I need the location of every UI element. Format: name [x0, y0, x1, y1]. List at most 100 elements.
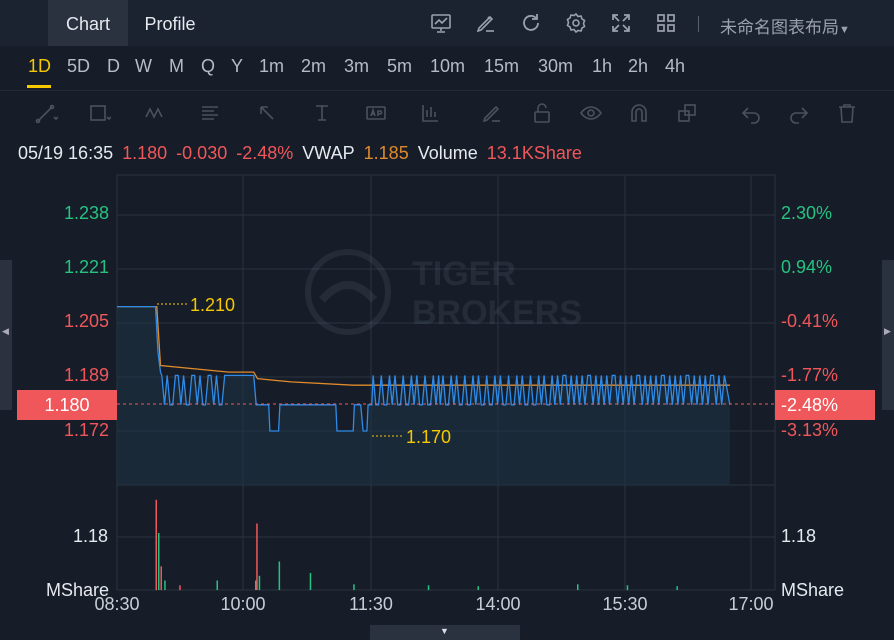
refresh-icon[interactable]: [518, 10, 544, 36]
interval-1h[interactable]: 1h: [592, 56, 613, 76]
right-panel-handle[interactable]: ▶: [882, 260, 894, 410]
interval-m[interactable]: M: [169, 56, 184, 76]
clone-icon[interactable]: [673, 99, 701, 127]
volume-unit-left: MShare: [45, 580, 109, 600]
redo-icon[interactable]: [785, 99, 813, 127]
arrow-tool-icon[interactable]: [253, 99, 281, 127]
left-panel-handle[interactable]: ◀: [0, 260, 12, 410]
interval-10m[interactable]: 10m: [430, 56, 466, 76]
position-tool-icon[interactable]: [416, 99, 444, 127]
magnet-icon[interactable]: [625, 99, 653, 127]
volume-bar-13: [477, 586, 479, 590]
legend-change-pct: -2.48%: [236, 143, 294, 163]
toolbar-separator: [698, 16, 699, 32]
collapse-down-icon: ▼: [440, 626, 449, 636]
interval-30m[interactable]: 30m: [538, 56, 574, 76]
time-axis-label: 11:30: [349, 594, 393, 614]
percent-axis-label-right: -1.77%: [781, 365, 839, 385]
measure-tool-icon[interactable]: [309, 99, 337, 127]
interval-1d[interactable]: 1D: [28, 56, 52, 76]
trend-line-tool-icon[interactable]: [32, 99, 60, 127]
interval-2m[interactable]: 2m: [301, 56, 327, 76]
time-axis-label: 10:00: [220, 594, 266, 614]
percent-axis-label-right: -0.41%: [781, 311, 839, 331]
interval-w[interactable]: W: [135, 56, 152, 76]
top-bar: Chart Profile 未命名图表布局▼: [0, 0, 894, 46]
undo-icon[interactable]: [737, 99, 765, 127]
tab-chart[interactable]: Chart: [48, 0, 128, 46]
volume-bar-2: [160, 566, 162, 591]
volume-bar-6: [255, 580, 257, 590]
legend-change: -0.030: [176, 143, 228, 163]
legend-price: 1.180: [122, 143, 168, 163]
interval-2h[interactable]: 2h: [628, 56, 649, 76]
layout-dropdown[interactable]: 未命名图表布局▼: [720, 13, 850, 38]
legend-time: 05/19 16:35: [18, 143, 114, 163]
volume-axis-label-right: 1.18: [781, 526, 817, 546]
price-axis-label-left: 1.172: [63, 420, 109, 440]
price-series: [117, 305, 731, 432]
fibonacci-tool-icon[interactable]: [196, 99, 224, 127]
volume-unit-right: MShare: [781, 580, 845, 600]
interval-4h[interactable]: 4h: [665, 56, 686, 76]
drawing-toolbar: [0, 90, 894, 135]
text-tool-icon[interactable]: [362, 99, 390, 127]
current-price-label-left: 1.180: [17, 390, 117, 420]
interval-bar: 1D 5D D W M Q Y 1m 2m 3m 5m 10m 15m 30m 1h 2h 4h: [0, 46, 894, 90]
interval-1m[interactable]: 1m: [259, 56, 285, 76]
indicators-icon[interactable]: [428, 10, 454, 36]
price-line: [117, 305, 731, 432]
draw-icon[interactable]: [473, 10, 499, 36]
visibility-eye-icon[interactable]: [577, 99, 605, 127]
volume-bar-12: [427, 585, 430, 591]
interval-q[interactable]: Q: [201, 56, 216, 76]
pencil-tool-icon[interactable]: [478, 99, 506, 127]
interval-3m[interactable]: 3m: [344, 56, 370, 76]
interval-d[interactable]: D: [107, 56, 120, 76]
volume-bar-0: [155, 499, 157, 591]
chart-grid: [116, 174, 776, 591]
lock-icon[interactable]: [528, 99, 556, 127]
legend-volume: 13.1KShare: [486, 143, 582, 163]
settings-icon[interactable]: [563, 10, 589, 36]
volume-bar-10: [309, 572, 312, 590]
active-interval-underline: [27, 85, 51, 88]
bottom-panel-handle[interactable]: ▼: [370, 625, 520, 640]
layout-grid-icon[interactable]: [653, 10, 679, 36]
trash-icon[interactable]: [833, 99, 861, 127]
collapse-right-icon: ▶: [884, 326, 891, 336]
volume-axis-label-left: 1.18: [72, 526, 108, 546]
price-area: [117, 306, 730, 485]
pattern-tool-icon[interactable]: [142, 99, 170, 127]
interval-15m[interactable]: 15m: [484, 56, 520, 76]
chart-frame: [116, 174, 776, 591]
volume-bar-1: [158, 533, 160, 590]
price-axis-label-left: 1.205: [63, 311, 109, 331]
volume-bar-15: [626, 585, 629, 591]
percent-axis-label-right: -3.13%: [781, 420, 839, 440]
price-axis-label-left: 1.189: [63, 365, 109, 385]
current-pct-label-right: -2.48%: [775, 390, 875, 420]
layout-name: 未命名图表布局: [720, 18, 839, 37]
volume-bar-3: [164, 580, 166, 590]
volume-bars: [155, 499, 678, 591]
collapse-left-icon: ◀: [2, 326, 9, 336]
interval-y[interactable]: Y: [231, 56, 244, 76]
fullscreen-icon[interactable]: [608, 10, 634, 36]
dropdown-caret-icon: ▼: [839, 24, 850, 36]
tab-profile[interactable]: Profile: [144, 14, 196, 34]
interval-5m[interactable]: 5m: [387, 56, 413, 76]
volume-bar-11: [353, 584, 355, 590]
watermark-logo: TIGER BROKERS: [305, 249, 582, 335]
percent-axis-label-right: 2.30%: [781, 203, 833, 223]
volume-bar-5: [216, 580, 218, 590]
legend-vwap-label: VWAP: [302, 143, 355, 163]
rectangle-tool-icon[interactable]: [85, 99, 113, 127]
volume-bar-9: [278, 561, 281, 590]
interval-5d[interactable]: 5D: [67, 56, 91, 76]
chart-legend: 05/19 16:35 1.180 -0.030 -2.48% VWAP 1.1…: [18, 143, 586, 164]
percent-axis-label-right: 0.94%: [781, 257, 833, 277]
time-axis-label: 17:00: [728, 594, 774, 614]
price-axis-label-left: 1.238: [63, 203, 109, 223]
price-axis-label-left: 1.221: [63, 257, 109, 277]
